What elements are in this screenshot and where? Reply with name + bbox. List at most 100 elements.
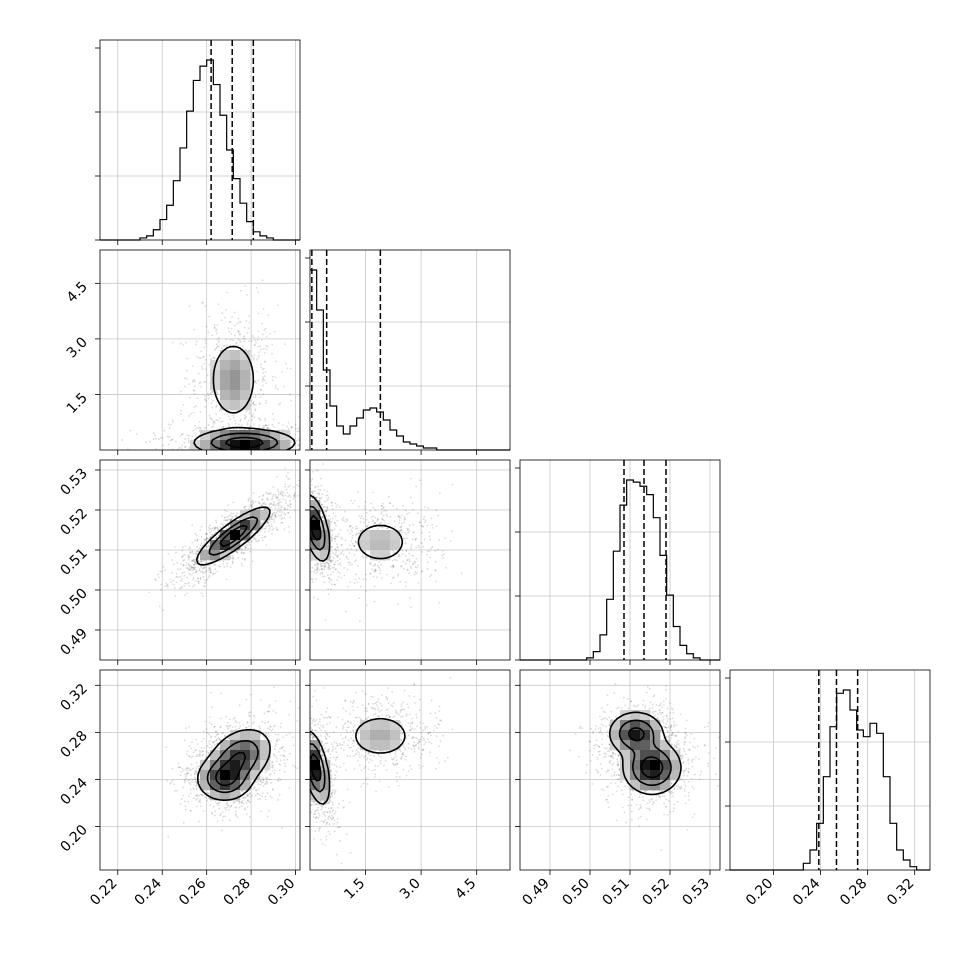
scatter-point bbox=[192, 552, 195, 555]
scatter-point bbox=[176, 568, 179, 571]
scatter-point bbox=[283, 343, 286, 346]
scatter-point bbox=[325, 509, 327, 512]
scatter-point bbox=[417, 544, 420, 547]
scatter-point bbox=[212, 420, 215, 423]
scatter-point bbox=[350, 548, 353, 550]
scatter-point bbox=[228, 518, 231, 521]
scatter-point bbox=[230, 485, 232, 487]
scatter-point bbox=[325, 472, 327, 474]
scatter-point bbox=[272, 495, 274, 498]
scatter-point bbox=[302, 529, 304, 531]
scatter-point bbox=[296, 767, 299, 770]
scatter-point bbox=[190, 412, 192, 415]
scatter-point bbox=[197, 550, 199, 553]
scatter-point bbox=[303, 512, 305, 514]
scatter-point bbox=[274, 504, 277, 507]
scatter-point bbox=[250, 505, 253, 507]
scatter-point bbox=[274, 457, 276, 459]
scatter-point bbox=[262, 494, 264, 497]
scatter-point bbox=[260, 389, 262, 391]
scatter-point bbox=[308, 485, 310, 487]
scatter-point bbox=[344, 539, 347, 542]
scatter-point bbox=[164, 585, 167, 588]
scatter-point bbox=[186, 750, 189, 753]
scatter-point bbox=[210, 358, 212, 361]
scatter-point bbox=[336, 554, 338, 557]
scatter-point bbox=[204, 566, 207, 569]
scatter-point bbox=[208, 740, 211, 743]
scatter-point bbox=[340, 551, 343, 554]
scatter-point bbox=[214, 740, 216, 743]
scatter-point bbox=[390, 439, 392, 441]
scatter-point bbox=[279, 754, 282, 757]
scatter-point bbox=[357, 505, 360, 508]
scatter-point bbox=[265, 424, 267, 426]
scatter-point bbox=[305, 475, 307, 477]
scatter-point bbox=[196, 550, 199, 553]
scatter-point bbox=[296, 514, 298, 516]
scatter-point bbox=[392, 565, 395, 568]
scatter-point bbox=[306, 500, 308, 502]
contour-line bbox=[208, 516, 259, 556]
scatter-point bbox=[238, 721, 241, 724]
scatter-point bbox=[356, 533, 358, 535]
scatter-point bbox=[249, 424, 252, 427]
scatter-point bbox=[188, 305, 191, 308]
scatter-point bbox=[212, 422, 215, 425]
scatter-point bbox=[241, 564, 244, 567]
scatter-point bbox=[438, 539, 440, 542]
scatter-point bbox=[399, 555, 401, 558]
scatter-point bbox=[208, 575, 211, 577]
scatter-point bbox=[284, 499, 287, 502]
scatter-point bbox=[377, 565, 380, 568]
scatter-point bbox=[336, 546, 339, 549]
scatter-point bbox=[240, 455, 242, 457]
scatter-point bbox=[194, 767, 197, 770]
scatter-point bbox=[297, 492, 299, 494]
scatter-point bbox=[264, 771, 267, 774]
scatter-point bbox=[213, 420, 216, 423]
scatter-point bbox=[93, 418, 95, 420]
scatter-point bbox=[278, 777, 281, 780]
scatter-point bbox=[199, 751, 202, 754]
scatter-point bbox=[181, 556, 184, 559]
scatter-point bbox=[220, 319, 223, 322]
scatter-point bbox=[265, 424, 267, 427]
scatter-point bbox=[271, 497, 274, 500]
scatter-point bbox=[218, 533, 220, 536]
scatter-point bbox=[303, 554, 305, 556]
scatter-point bbox=[357, 532, 359, 535]
scatter-point bbox=[195, 562, 198, 565]
scatter-point bbox=[242, 345, 244, 347]
scatter-point bbox=[188, 434, 191, 437]
scatter-point bbox=[188, 556, 191, 559]
scatter-point bbox=[200, 525, 203, 528]
scatter-point bbox=[321, 516, 324, 518]
scatter-point bbox=[325, 510, 328, 513]
scatter-point bbox=[171, 419, 174, 422]
scatter-point bbox=[310, 570, 312, 573]
scatter-point bbox=[191, 565, 193, 568]
scatter-point bbox=[220, 522, 223, 525]
scatter-point bbox=[388, 502, 391, 504]
scatter-point bbox=[302, 516, 304, 518]
scatter-point bbox=[183, 559, 186, 561]
scatter-point bbox=[208, 567, 211, 570]
scatter-point bbox=[201, 456, 203, 458]
scatter-point bbox=[277, 507, 280, 509]
scatter-point bbox=[330, 539, 333, 541]
scatter-point bbox=[194, 785, 197, 787]
scatter-point bbox=[267, 732, 270, 735]
scatter-point bbox=[278, 498, 281, 501]
scatter-point bbox=[273, 518, 276, 521]
scatter-point bbox=[403, 537, 406, 540]
scatter-point bbox=[416, 572, 418, 575]
scatter-point bbox=[303, 514, 305, 516]
scatter-point bbox=[191, 569, 194, 572]
scatter-point bbox=[302, 437, 304, 439]
scatter-point bbox=[397, 575, 399, 577]
scatter-point bbox=[269, 492, 272, 495]
scatter-point bbox=[303, 536, 305, 538]
scatter-point bbox=[279, 402, 282, 405]
scatter-point bbox=[232, 512, 235, 515]
